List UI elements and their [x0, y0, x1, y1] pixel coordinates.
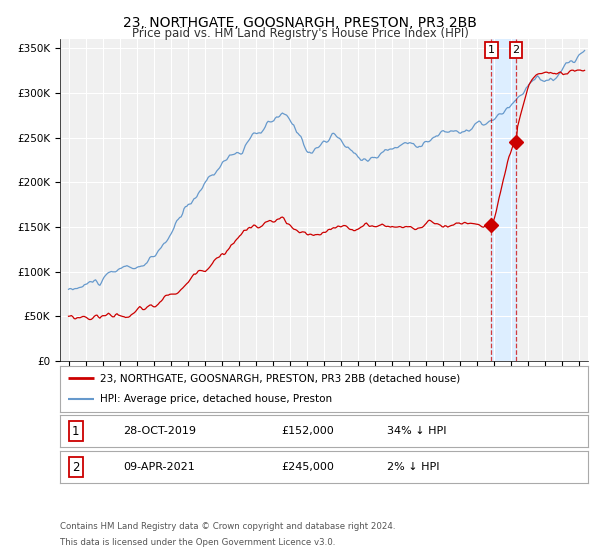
Text: £152,000: £152,000 [282, 426, 335, 436]
Text: 28-OCT-2019: 28-OCT-2019 [124, 426, 196, 436]
Text: 1: 1 [72, 424, 80, 438]
Text: Price paid vs. HM Land Registry's House Price Index (HPI): Price paid vs. HM Land Registry's House … [131, 27, 469, 40]
Text: 34% ↓ HPI: 34% ↓ HPI [388, 426, 447, 436]
Text: 1: 1 [488, 45, 495, 55]
Text: 23, NORTHGATE, GOOSNARGH, PRESTON, PR3 2BB: 23, NORTHGATE, GOOSNARGH, PRESTON, PR3 2… [123, 16, 477, 30]
Text: £245,000: £245,000 [282, 462, 335, 472]
Text: 2% ↓ HPI: 2% ↓ HPI [388, 462, 440, 472]
Text: 2: 2 [512, 45, 520, 55]
Text: 2: 2 [72, 460, 80, 474]
Text: 23, NORTHGATE, GOOSNARGH, PRESTON, PR3 2BB (detached house): 23, NORTHGATE, GOOSNARGH, PRESTON, PR3 2… [100, 373, 460, 383]
Text: 09-APR-2021: 09-APR-2021 [124, 462, 195, 472]
Text: This data is licensed under the Open Government Licence v3.0.: This data is licensed under the Open Gov… [60, 538, 335, 547]
Bar [491, 39, 516, 361]
Text: Contains HM Land Registry data © Crown copyright and database right 2024.: Contains HM Land Registry data © Crown c… [60, 522, 395, 531]
Text: HPI: Average price, detached house, Preston: HPI: Average price, detached house, Pres… [100, 394, 332, 404]
